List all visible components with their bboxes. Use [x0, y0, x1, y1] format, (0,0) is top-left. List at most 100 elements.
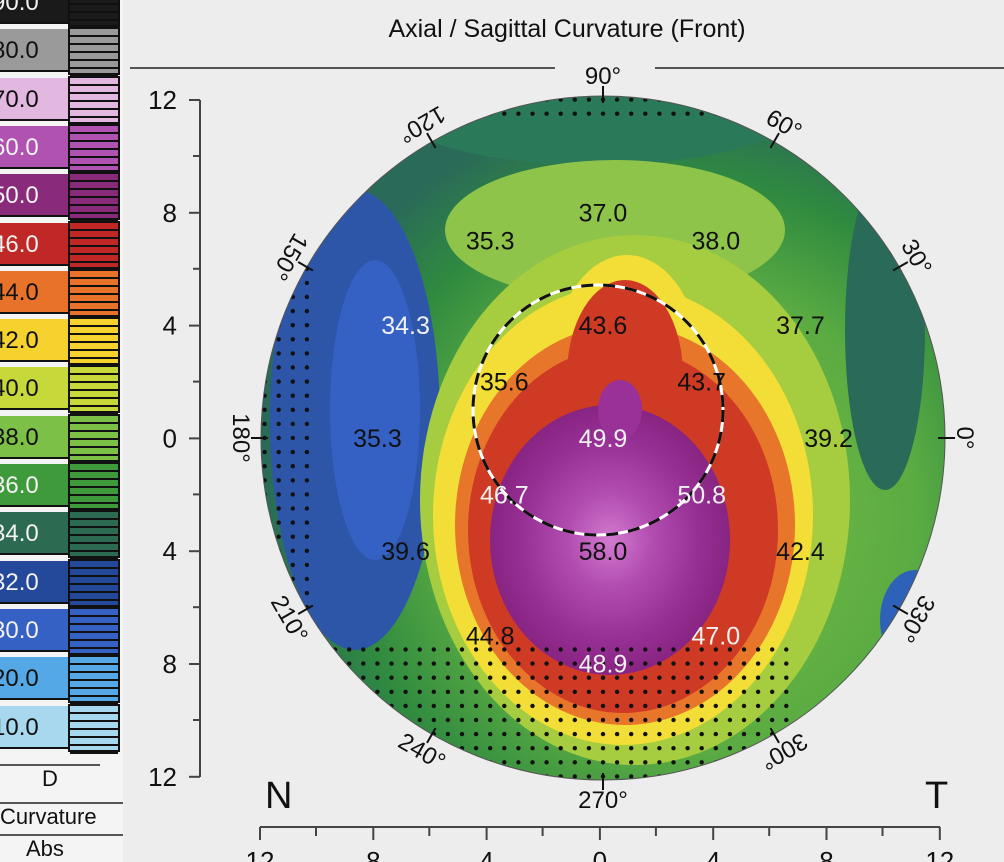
- mask-dot: [699, 111, 704, 116]
- mask-dot: [600, 661, 606, 666]
- mask-dot: [290, 464, 295, 469]
- legend-band-value: 44.0: [0, 270, 68, 314]
- mask-dot: [741, 675, 747, 680]
- mask-dot: [445, 647, 451, 652]
- mask-dot: [502, 689, 507, 694]
- legend-band-value: 36.0: [0, 464, 68, 507]
- mask-dot: [600, 760, 606, 765]
- legend-band-steps: [68, 75, 120, 126]
- mask-dot: [459, 703, 465, 709]
- curvature-reading: 49.9: [579, 425, 628, 453]
- y-tick-label: 8: [163, 649, 177, 679]
- mask-dot: [276, 393, 281, 398]
- legend-scale-type: Abs: [0, 834, 123, 862]
- legend-band-value: 20.0: [0, 657, 68, 701]
- mask-dot: [290, 548, 295, 553]
- mask-dot: [375, 647, 380, 652]
- mask-dot: [530, 111, 535, 116]
- mask-dot: [290, 323, 295, 328]
- meridian-tick: [892, 261, 909, 272]
- curvature-reading: 42.4: [776, 538, 825, 566]
- mask-dot: [657, 717, 662, 723]
- mask-dot: [304, 590, 310, 596]
- mask-dot: [544, 647, 549, 652]
- y-tick-label: 4: [163, 536, 177, 566]
- curvature-reading: 39.6: [381, 538, 430, 566]
- mask-dot: [727, 731, 733, 737]
- mask-dot: [530, 717, 535, 723]
- mask-dot: [699, 689, 704, 694]
- mask-dot: [530, 703, 535, 709]
- legend-band-steps: [68, 510, 120, 561]
- mask-dot: [361, 675, 366, 680]
- mask-dot: [558, 689, 563, 694]
- mask-dot: [572, 760, 577, 765]
- central-zone-circle: [471, 283, 725, 537]
- mask-dot: [459, 647, 465, 652]
- mask-dot: [276, 407, 281, 412]
- curvature-readings: 37.0 35.3 38.0 34.3 43.6 37.7 35.6 43.7 35.3 49.9…: [353, 199, 853, 678]
- mask-dot: [713, 689, 718, 694]
- mask-dot: [459, 731, 465, 737]
- mask-dot: [347, 647, 352, 652]
- mask-dot: [502, 760, 507, 765]
- mask-dot: [586, 717, 592, 723]
- mask-dot: [572, 703, 577, 709]
- mask-dot: [290, 379, 295, 384]
- mask-dot: [530, 661, 535, 666]
- mask-dot: [671, 703, 676, 709]
- mask-dot: [473, 647, 479, 652]
- mask-dot: [431, 689, 436, 694]
- mask-dot: [614, 675, 620, 680]
- legend-band-steps: [68, 703, 120, 754]
- meridian-tick: [769, 727, 780, 744]
- curvature-disc: [261, 96, 945, 780]
- mask-dot: [544, 746, 549, 751]
- mask-dot: [290, 506, 295, 511]
- mask-dot: [375, 661, 380, 666]
- mask-dot: [304, 492, 310, 497]
- mask-dot: [544, 111, 549, 116]
- mask-dot: [276, 449, 281, 455]
- mask-dot: [276, 379, 281, 384]
- mask-dot: [572, 647, 577, 652]
- mask-dot: [643, 746, 648, 751]
- mask-dot: [502, 111, 507, 116]
- mask-dot: [290, 478, 295, 483]
- mask-dot: [389, 661, 394, 666]
- mask-dot: [741, 717, 747, 723]
- mask-dot: [502, 661, 507, 666]
- mask-dot: [586, 774, 592, 779]
- mask-dot: [713, 675, 718, 680]
- mask-dot: [417, 717, 422, 723]
- mask-dot: [304, 280, 310, 286]
- legend-band-value: 50.0: [0, 174, 68, 218]
- mask-dot: [685, 661, 690, 666]
- mask-dot: [713, 647, 718, 652]
- mask-dot: [262, 407, 267, 412]
- meridian-tick: [426, 727, 437, 744]
- mask-dot: [276, 337, 281, 342]
- legend-band-value: 38.0: [0, 415, 68, 459]
- mask-dot: [544, 675, 549, 680]
- y-axis-ticks: 12 8 4 0 4 8 12: [148, 85, 200, 792]
- mask-dot: [276, 435, 281, 441]
- legend-band-steps: [68, 123, 120, 174]
- angle-label: 270°: [578, 787, 628, 814]
- curvature-reading: 43.7: [677, 369, 726, 397]
- mask-dot: [502, 746, 507, 751]
- mask-dot: [685, 675, 690, 680]
- mask-dot: [699, 661, 704, 666]
- mask-dot: [304, 379, 310, 384]
- legend-band-steps: [68, 655, 120, 706]
- mask-dot: [530, 760, 535, 765]
- mask-dot: [586, 760, 592, 765]
- topography-map: Axial / Sagittal Curvature (Front) 12 8 4 0…: [130, 15, 1004, 862]
- mask-dot: [600, 746, 606, 751]
- curvature-reading: 46.7: [480, 481, 529, 509]
- mask-dot: [671, 647, 676, 652]
- mask-dot: [727, 689, 733, 694]
- mask-dot: [629, 97, 634, 102]
- mask-dot: [629, 760, 634, 765]
- curvature-reading: 44.8: [466, 622, 515, 650]
